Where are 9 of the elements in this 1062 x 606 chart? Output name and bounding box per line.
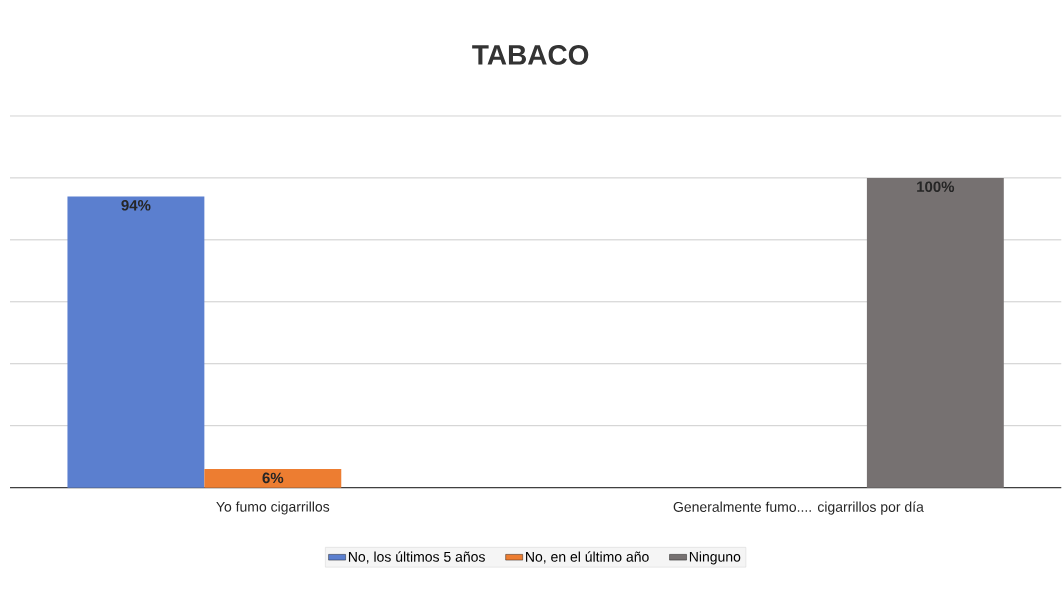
data-label: 100% [917,181,955,193]
legend-label: No, en el último año [526,551,649,564]
data-label: 6% [262,472,284,484]
data-label: 94% [121,200,151,211]
legend-label: Ninguno [689,551,741,565]
x-tick-label: Generalmente fumo.... cigarrillos por día [673,501,924,515]
legend-label: No, los últimos 5 años [348,551,485,564]
chart-title: TABACO [472,45,589,66]
x-tick-label: Yo fumo cigarrillos [216,501,330,515]
